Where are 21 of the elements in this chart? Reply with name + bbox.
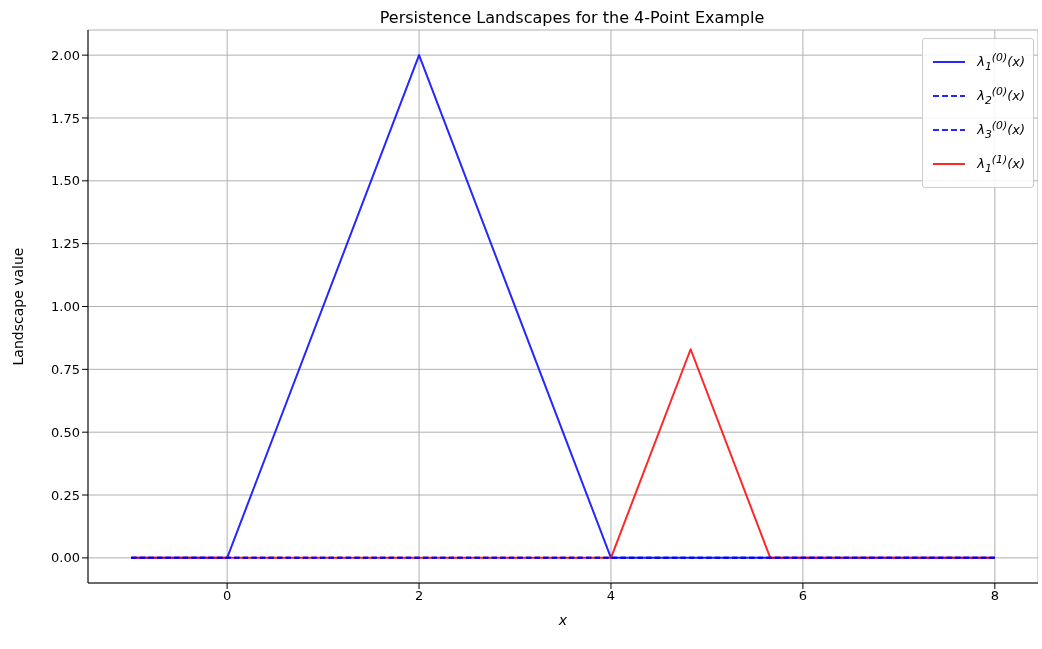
legend-label: λ$_{1}$$^{(1)}$(x) bbox=[977, 153, 1025, 175]
y-axis-title: Landscape value bbox=[9, 247, 26, 366]
chart-title: Persistence Landscapes for the 4-Point Example bbox=[378, 8, 766, 27]
x-axis-title: x bbox=[557, 612, 568, 628]
legend-label: λ$_{3}$$^{(0)}$(x) bbox=[977, 119, 1025, 141]
legend-label: λ$_{1}$$^{(0)}$(x) bbox=[977, 51, 1025, 73]
x-tick-label: 8 bbox=[990, 588, 999, 604]
y-tick-label: 1.25 bbox=[51, 236, 80, 252]
y-tick-label: 0.75 bbox=[51, 361, 80, 377]
x-tick-label: 0 bbox=[223, 588, 232, 604]
y-tick-label: 1.75 bbox=[51, 110, 80, 126]
y-tick-label: 1.50 bbox=[51, 173, 80, 189]
x-tick-label: 6 bbox=[798, 588, 808, 604]
y-tick-label: 2.00 bbox=[51, 47, 80, 63]
y-tick-label: 0.00 bbox=[51, 550, 80, 566]
y-tick-label: 1.00 bbox=[51, 299, 80, 315]
y-tick-label: 0.50 bbox=[51, 424, 80, 440]
y-tick-label: 0.25 bbox=[51, 487, 80, 503]
x-tick-label: 4 bbox=[606, 588, 616, 604]
x-tick-label: 2 bbox=[414, 588, 424, 604]
legend-label: λ$_{2}$$^{(0)}$(x) bbox=[977, 85, 1025, 107]
